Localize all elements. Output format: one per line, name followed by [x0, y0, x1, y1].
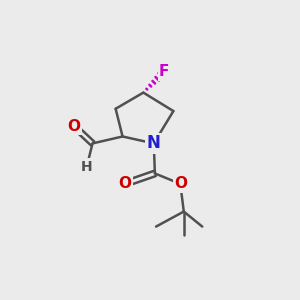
Text: O: O [174, 176, 187, 191]
Text: H: H [81, 160, 93, 173]
Text: N: N [147, 134, 161, 152]
Text: F: F [159, 64, 169, 79]
Text: O: O [68, 118, 81, 134]
Text: O: O [118, 176, 131, 191]
